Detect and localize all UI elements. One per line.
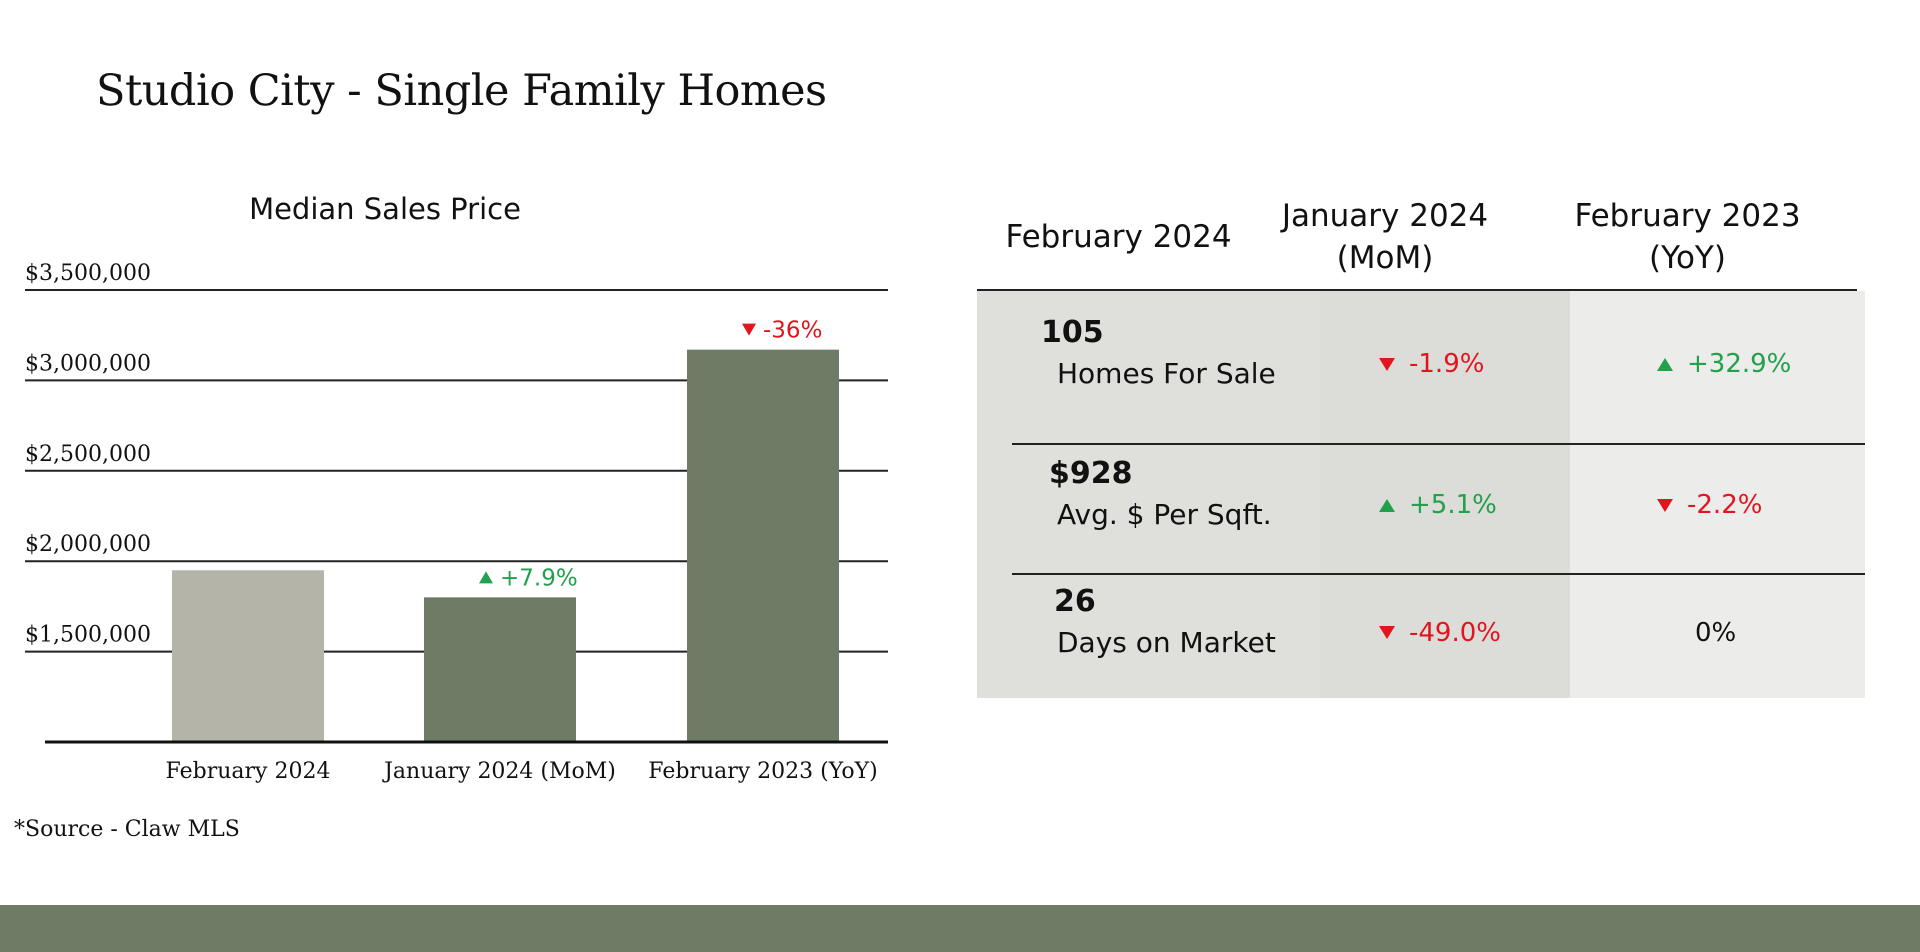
change-label: -36% [763, 318, 822, 344]
y-tick-label: $2,500,000 [25, 442, 151, 467]
median-sales-price-chart: $1,500,000 $2,000,000 $2,500,000 $3,000,000… [25, 261, 888, 784]
mom-change-value: -49.0% [1409, 617, 1501, 648]
header-february-2023-yoy: February 2023 (YoY) [1574, 198, 1801, 276]
y-tick-label: $2,000,000 [25, 532, 151, 557]
mom-change-value: -1.9% [1409, 349, 1485, 379]
y-tick-label: $3,000,000 [25, 351, 151, 376]
footer-bar [0, 905, 1920, 952]
mom-change-cell: -49.0% [1379, 618, 1501, 648]
down-triangle-icon [1657, 498, 1673, 512]
bar-1 [172, 570, 324, 741]
yoy-change-cell: -2.2% [1657, 490, 1762, 520]
yoy-change-cell: +32.9% [1657, 349, 1791, 379]
metric-value: $928 [1049, 456, 1133, 491]
bar-2 [424, 597, 576, 741]
bar-3 [687, 349, 839, 741]
up-triangle-icon [1379, 498, 1395, 512]
down-triangle-icon [742, 323, 756, 336]
up-triangle-icon [1657, 357, 1673, 371]
metric-label: Avg. $ Per Sqft. [1057, 498, 1272, 531]
row-divider [1012, 573, 1865, 575]
mom-change-value: +5.1% [1409, 490, 1497, 520]
yoy-change-value: +32.9% [1687, 349, 1792, 379]
page-title: Studio City - Single Family Homes [96, 66, 827, 116]
x-category-label: February 2024 [166, 759, 331, 784]
down-triangle-icon [1379, 626, 1395, 639]
header-january-2024-mom: January 2024 (MoM) [1281, 198, 1489, 276]
up-triangle-icon [479, 571, 493, 584]
stats-table: February 2024 January 2024 (MoM) Februar… [977, 185, 1865, 698]
source-note: *Source - Claw MLS [14, 817, 240, 842]
y-tick-label: $3,500,000 [25, 261, 151, 286]
stats-table-body: 105 Homes For Sale -1.9% +32.9% $928 Avg. $ P… [977, 289, 1865, 698]
yoy-change-value: 0% [1695, 617, 1737, 648]
x-category-label: January 2024 (MoM) [382, 759, 616, 784]
mom-change-cell: -1.9% [1379, 349, 1484, 379]
yoy-change-value: -2.2% [1687, 490, 1763, 520]
header-rule [977, 289, 1857, 291]
metric-value: 26 [1054, 583, 1096, 619]
y-tick-label: $1,500,000 [25, 623, 151, 648]
change-label: +7.9% [500, 565, 578, 591]
down-triangle-icon [1379, 357, 1395, 371]
mom-change-cell: +5.1% [1379, 490, 1497, 520]
header-february-2024: February 2024 [1005, 219, 1232, 256]
column-bg-current [977, 291, 1320, 698]
yoy-change-cell: 0% [1695, 618, 1736, 648]
x-category-label: February 2023 (YoY) [648, 759, 877, 784]
metric-label: Days on Market [1057, 625, 1276, 659]
metric-value: 105 [1041, 315, 1104, 350]
stats-table-header: February 2024 January 2024 (MoM) Februar… [977, 185, 1865, 291]
column-bg-yoy [1570, 291, 1865, 698]
column-bg-mom [1320, 291, 1570, 698]
metric-label: Homes For Sale [1057, 357, 1276, 390]
chart-title: Median Sales Price [249, 192, 521, 226]
row-divider [1012, 443, 1865, 445]
